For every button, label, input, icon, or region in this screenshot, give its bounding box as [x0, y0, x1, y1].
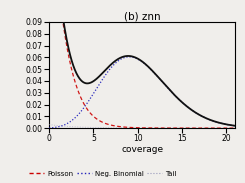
Legend: Poisson, Neg. Binomial, Tail: Poisson, Neg. Binomial, Tail	[26, 168, 179, 180]
Title: (b) znn: (b) znn	[124, 11, 160, 21]
X-axis label: coverage: coverage	[121, 145, 163, 154]
